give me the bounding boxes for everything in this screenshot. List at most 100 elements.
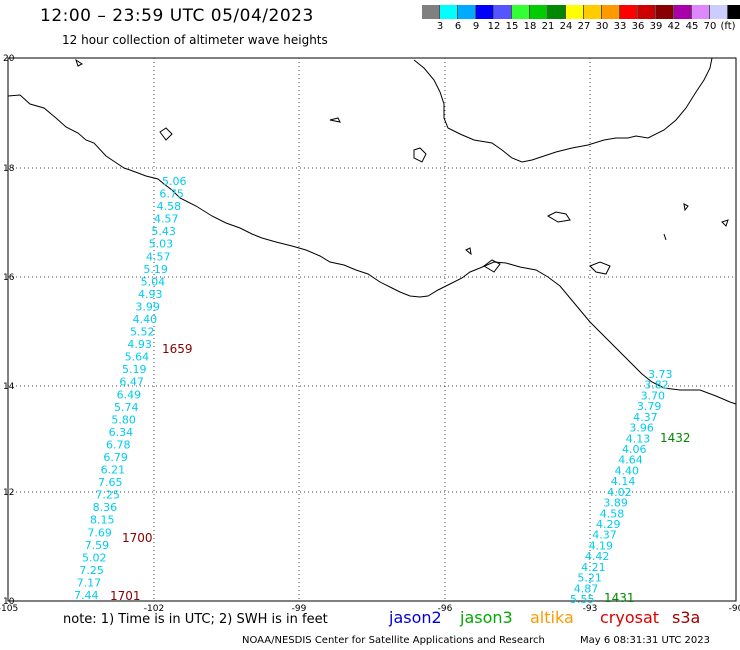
wave-height-label-east: 4.40 (615, 464, 640, 477)
wave-height-label-west: 6.49 (117, 388, 141, 401)
lat-tick-label: 12 (3, 488, 14, 498)
scale-swatch (512, 5, 530, 19)
wave-height-label-west: 5.06 (162, 175, 187, 188)
wave-height-label-east: 4.14 (611, 475, 636, 488)
wave-height-label-west: 4.58 (157, 200, 182, 213)
wave-height-label-east: 4.21 (581, 561, 606, 574)
wave-height-label-east: 4.58 (600, 507, 625, 520)
wave-height-label-west: 5.04 (141, 275, 166, 288)
lon-tick-label: -105 (0, 604, 18, 614)
wave-height-label-west: 5.64 (125, 351, 149, 364)
scale-swatch (692, 5, 710, 19)
wave-height-label-west: 6.79 (103, 451, 128, 464)
wave-height-label-east: 4.64 (618, 454, 643, 467)
color-scale-bar (422, 5, 740, 19)
wave-height-label-east: 3.96 (629, 422, 654, 435)
wave-height-label-west: 4.93 (127, 338, 152, 351)
wave-height-label-west: 5.43 (151, 225, 176, 238)
lat-tick-label: 16 (3, 273, 15, 283)
pass-time-label: 1700 (122, 531, 153, 545)
pacific-coastline (7, 94, 737, 405)
island-11 (663, 233, 667, 241)
wave-height-label-west: 6.34 (109, 426, 133, 439)
map-grid (8, 58, 736, 601)
island-6 (329, 117, 341, 123)
wave-height-label-west: 7.65 (98, 476, 123, 489)
wave-height-label-east: 3.82 (644, 379, 669, 392)
coastline (7, 57, 737, 405)
island-5 (465, 247, 472, 256)
island-2 (546, 211, 571, 223)
scale-label: 6 (454, 21, 462, 32)
pass-time-label: 1701 (110, 589, 141, 603)
scale-swatch (710, 5, 728, 19)
scale-swatch (674, 5, 692, 19)
island-9 (721, 219, 729, 227)
wave-height-label-west: 7.59 (85, 539, 110, 552)
scale-swatch (494, 5, 512, 19)
scale-label: 9 (472, 21, 480, 32)
lat-tick-label: 14 (3, 382, 15, 392)
wave-height-label-west: 5.52 (130, 326, 155, 339)
pass-time-label: 1431 (604, 591, 635, 605)
legend-entry: altika (530, 608, 574, 627)
scale-swatch (620, 5, 638, 19)
generated-timestamp: May 6 08:31:31 UTC 2023 (580, 635, 710, 646)
wave-height-label-west: 6.75 (159, 188, 184, 201)
island-4 (483, 259, 501, 273)
credit-line: NOAA/NESDIS Center for Satellite Applica… (242, 635, 545, 646)
scale-label: 21 (541, 21, 555, 32)
scale-label: 18 (523, 21, 537, 32)
wave-height-label-west: 5.19 (143, 263, 168, 276)
pass-time-label: 1432 (660, 431, 691, 445)
wave-height-label-west: 5.19 (122, 363, 147, 376)
legend-entry: s3a (672, 608, 701, 627)
scale-swatch (656, 5, 674, 19)
scale-label: 42 (667, 21, 681, 32)
lon-tick-label: -90 (729, 604, 740, 614)
wave-height-label-east: 5.21 (577, 572, 602, 585)
wave-height-label-west: 5.80 (111, 413, 136, 426)
wave-height-label-east: 4.37 (633, 411, 658, 424)
scale-swatch (458, 5, 476, 19)
wave-height-label-west: 4.93 (138, 288, 163, 301)
scale-label: 45 (685, 21, 699, 32)
wave-height-label-east: 4.06 (622, 443, 647, 456)
wave-height-label-east: 3.89 (603, 497, 628, 510)
page-title: 12:00 – 23:59 UTC 05/04/2023 (40, 6, 314, 26)
wave-height-label-west: 5.02 (82, 551, 107, 564)
track-labels: 5.066.754.584.575.435.034.575.195.044.93… (74, 175, 691, 606)
lat-tick-label: 20 (3, 54, 15, 64)
wave-height-label-west: 7.25 (79, 564, 104, 577)
wave-height-label-west: 5.74 (114, 401, 139, 414)
wave-height-label-east: 5.55 (570, 593, 595, 606)
lat-tick-label: 18 (3, 164, 15, 174)
scale-swatch (548, 5, 566, 19)
legend-entry: jason3 (460, 608, 513, 627)
scale-label: (ft) (720, 21, 736, 32)
wave-height-label-west: 4.57 (146, 250, 171, 263)
scale-label: 70 (703, 21, 717, 32)
wave-height-label-east: 4.19 (589, 539, 614, 552)
scale-swatch (638, 5, 656, 19)
wave-height-label-west: 7.17 (77, 576, 102, 589)
wave-height-label-east: 3.79 (637, 400, 662, 413)
island-10 (683, 203, 689, 212)
scale-label: 33 (613, 21, 627, 32)
lon-tick-label: -93 (583, 604, 598, 614)
scale-swatch (728, 5, 740, 19)
scale-swatch (566, 5, 584, 19)
wave-height-label-west: 8.15 (90, 514, 115, 527)
wave-height-label-west: 7.69 (87, 526, 112, 539)
wave-height-label-west: 8.36 (93, 501, 118, 514)
wave-height-label-east: 3.70 (641, 389, 666, 402)
island-7 (159, 127, 173, 141)
wave-height-label-east: 4.02 (607, 486, 632, 499)
wave-height-label-east: 4.13 (626, 432, 651, 445)
wave-height-label-west: 6.47 (119, 376, 144, 389)
wave-height-label-west: 4.40 (133, 313, 158, 326)
island-3 (589, 261, 611, 275)
island-8 (75, 58, 83, 67)
scale-swatch (476, 5, 494, 19)
